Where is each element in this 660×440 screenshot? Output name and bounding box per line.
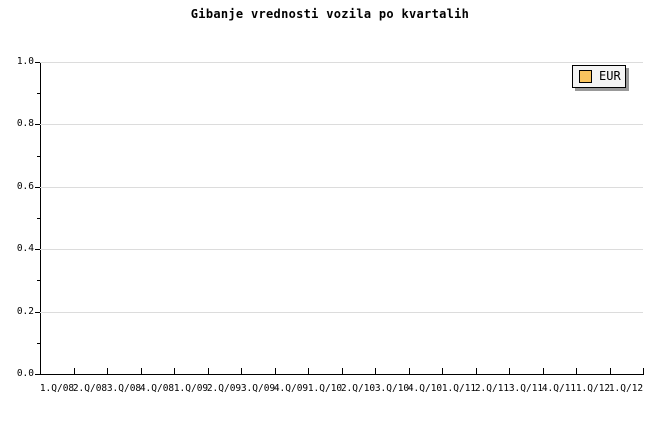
y-tick-minor — [37, 218, 40, 219]
x-tick — [275, 368, 276, 374]
x-tick — [543, 368, 544, 374]
x-tick — [308, 368, 309, 374]
x-tick-label: 1.Q/12 — [608, 383, 644, 394]
y-gridline — [40, 187, 643, 188]
y-gridline — [40, 124, 643, 125]
y-axis-line — [40, 62, 41, 375]
x-tick-label: 3.Q/10 — [374, 383, 410, 394]
x-tick-label: 3.Q/09 — [240, 383, 276, 394]
x-tick-label: 3.Q/08 — [106, 383, 142, 394]
x-tick-label: 3.Q/11 — [508, 383, 544, 394]
x-tick — [409, 368, 410, 374]
x-tick — [476, 368, 477, 374]
x-tick — [74, 368, 75, 374]
chart-title: Gibanje vrednosti vozila po kvartalih — [190, 7, 470, 21]
x-tick — [174, 368, 175, 374]
legend-label-eur: EUR — [599, 69, 621, 83]
y-tick-minor — [37, 156, 40, 157]
legend-swatch-eur-icon — [579, 70, 592, 83]
x-tick-label: 4.Q/11 — [541, 383, 577, 394]
x-tick — [375, 368, 376, 374]
y-gridline — [40, 62, 643, 63]
x-tick-label: 1.Q/11 — [441, 383, 477, 394]
x-tick-label: 2.Q/10 — [340, 383, 376, 394]
x-tick-label: 4.Q/10 — [407, 383, 443, 394]
x-tick-label: 1.Q/10 — [307, 383, 343, 394]
y-tick-major — [35, 187, 40, 188]
y-tick-label: 0.8 — [16, 118, 34, 129]
x-tick — [576, 368, 577, 374]
y-tick-minor — [37, 93, 40, 94]
y-tick-minor — [37, 280, 40, 281]
x-tick — [241, 368, 242, 374]
legend: EUR — [572, 65, 626, 88]
x-tick — [610, 368, 611, 374]
y-tick-minor — [37, 343, 40, 344]
x-tick — [442, 368, 443, 374]
x-tick-label: 1.Q/08 — [39, 383, 75, 394]
y-tick-major — [35, 249, 40, 250]
x-tick-label: 4.Q/09 — [273, 383, 309, 394]
y-tick-major — [35, 124, 40, 125]
y-tick-label: 0.6 — [16, 181, 34, 192]
y-gridline — [40, 312, 643, 313]
y-tick-major — [35, 374, 40, 375]
x-tick — [40, 368, 41, 374]
x-tick — [509, 368, 510, 374]
y-tick-label: 0.2 — [16, 306, 34, 317]
x-tick-label: 1.Q/12 — [575, 383, 611, 394]
x-tick-label: 4.Q/08 — [139, 383, 175, 394]
x-tick — [107, 368, 108, 374]
y-tick-major — [35, 62, 40, 63]
x-tick-label: 2.Q/11 — [474, 383, 510, 394]
x-axis-line — [40, 374, 644, 375]
x-tick — [342, 368, 343, 374]
x-tick-label: 2.Q/08 — [72, 383, 108, 394]
y-gridline — [40, 249, 643, 250]
x-tick — [208, 368, 209, 374]
y-tick-major — [35, 312, 40, 313]
x-tick-label: 1.Q/09 — [173, 383, 209, 394]
x-tick — [643, 368, 644, 374]
x-tick-label: 2.Q/09 — [206, 383, 242, 394]
y-tick-label: 0.0 — [16, 368, 34, 379]
y-tick-label: 1.0 — [16, 56, 34, 67]
y-tick-label: 0.4 — [16, 243, 34, 254]
x-tick — [141, 368, 142, 374]
